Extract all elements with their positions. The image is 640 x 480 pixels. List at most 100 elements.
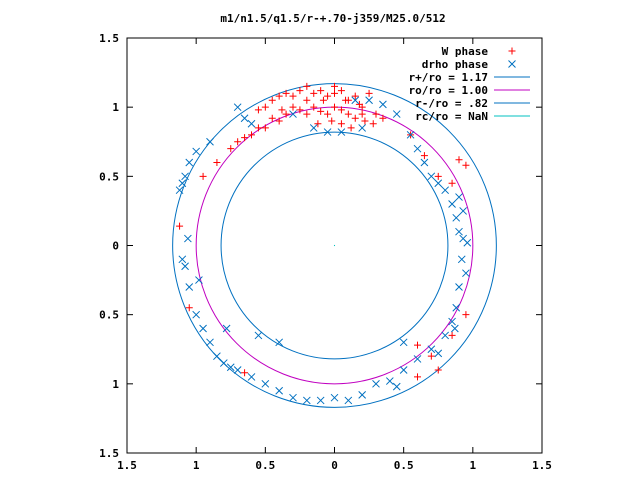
drho-phase-point: [392, 110, 401, 118]
y-tick-label: 0.5: [99, 309, 119, 322]
drho-phase-point: [406, 130, 415, 139]
w-phase-point: [303, 82, 311, 90]
chart-title: m1/n1.5/q1.5/r-+.70-j359/M25.0/512: [220, 12, 445, 25]
drho-phase-point: [358, 124, 367, 132]
drho-phase-point: [206, 338, 214, 347]
w-phase-point: [462, 161, 470, 169]
w-phase-point: [358, 110, 366, 118]
w-phase-point: [185, 304, 193, 312]
w-phase-point: [289, 92, 297, 100]
w-phase-point: [337, 106, 345, 114]
w-phase-point: [448, 331, 456, 339]
drho-phase-point: [192, 147, 201, 156]
drho-phase-point: [195, 276, 203, 284]
drho-phase-point: [420, 158, 429, 167]
drho-phase-point: [289, 110, 297, 118]
drho-phase-point: [181, 262, 189, 271]
w-phase-point: [254, 124, 262, 132]
drho-phase-point: [185, 158, 194, 167]
drho-phase-point: [185, 283, 194, 291]
drho-phase-point: [455, 193, 463, 201]
drho-phase-point: [233, 103, 242, 112]
drho-phase-point: [219, 359, 228, 367]
w-phase-point: [414, 373, 421, 381]
drho-phase-point: [344, 396, 353, 405]
w-phase-point: [361, 117, 369, 125]
w-phase-point: [337, 120, 345, 128]
w-phase-point: [448, 179, 456, 187]
w-phase-point: [310, 89, 318, 97]
w-phase-point: [254, 106, 262, 114]
point-series: [175, 82, 472, 405]
y-tick-label: 0: [112, 240, 119, 253]
w-phase-point: [310, 103, 318, 111]
drho-phase-point: [457, 255, 466, 264]
drho-phase-point: [316, 396, 325, 405]
drho-phase-point: [463, 238, 472, 247]
drho-phase-point: [452, 303, 461, 312]
drho-phase-point: [448, 317, 456, 326]
w-phase-point: [213, 159, 221, 166]
w-phase-point: [324, 110, 332, 118]
w-phase-point: [303, 110, 311, 118]
drho-phase-point: [441, 186, 450, 195]
drho-phase-point: [399, 338, 408, 347]
w-phase-point: [344, 110, 352, 118]
w-phase-point: [319, 96, 327, 104]
w-phase-point: [462, 311, 470, 319]
w-phase-point: [261, 124, 269, 132]
w-phase-point: [241, 369, 249, 377]
w-phase-point: [317, 87, 325, 95]
drho-phase-point: [178, 255, 187, 264]
w-phase-point: [261, 103, 269, 111]
drho-phase-point: [399, 366, 408, 374]
w-phase-point: [427, 352, 435, 360]
drho-phase-point: [455, 227, 463, 236]
w-phase-point: [414, 341, 421, 349]
axis-ticks: 1.5 1 0.5 0 0.5 1 1.51.510.500.511.5: [99, 32, 552, 472]
y-tick-label: 0.5: [99, 170, 119, 183]
drho-phase-point: [254, 331, 263, 340]
drho-phase-point: [289, 393, 297, 402]
w-phase-point: [331, 103, 338, 111]
legend-label: drho phase: [422, 58, 489, 71]
w-phase-point: [275, 92, 283, 100]
x-tick-label: 0.5: [255, 459, 275, 472]
legend-marker: [508, 47, 516, 55]
w-phase-point: [303, 96, 311, 104]
w-phase-point: [337, 87, 345, 95]
w-phase-point: [268, 96, 276, 104]
drho-phase-point: [358, 391, 367, 399]
x-tick-label: 1: [470, 459, 477, 472]
w-phase-point: [365, 89, 373, 97]
origin-point: [333, 244, 336, 247]
legend-label: ro/ro = 1.00: [409, 84, 488, 97]
w-phase-point: [379, 114, 387, 122]
legend-label: rc/ro = NaN: [415, 110, 488, 123]
drho-phase-point: [452, 213, 461, 222]
drho-phase-point: [351, 96, 360, 105]
w-phase-point: [331, 89, 338, 97]
w-phase-point: [351, 114, 359, 122]
drho-phase-point: [427, 172, 436, 181]
w-phase-point: [342, 96, 350, 104]
w-phase-point: [372, 110, 380, 118]
drho-phase-point: [275, 386, 284, 395]
w-phase-point: [241, 134, 249, 142]
w-phase-point: [331, 82, 338, 90]
w-phase-point: [317, 107, 325, 115]
drho-phase-point: [455, 283, 463, 291]
w-phase-point: [369, 120, 377, 128]
w-phase-point: [328, 117, 336, 125]
drho-phase-point: [302, 396, 311, 405]
w-phase-point: [282, 89, 290, 97]
drho-phase-point: [309, 124, 318, 132]
x-tick-label: 0: [331, 459, 338, 472]
drho-phase-point: [222, 324, 231, 333]
drho-phase-point: [275, 338, 284, 347]
w-phase-point: [296, 106, 304, 114]
drho-phase-point: [178, 179, 187, 188]
drho-phase-point: [448, 200, 456, 208]
w-phase-point: [434, 172, 442, 180]
y-tick-label: 1.5: [99, 447, 119, 460]
